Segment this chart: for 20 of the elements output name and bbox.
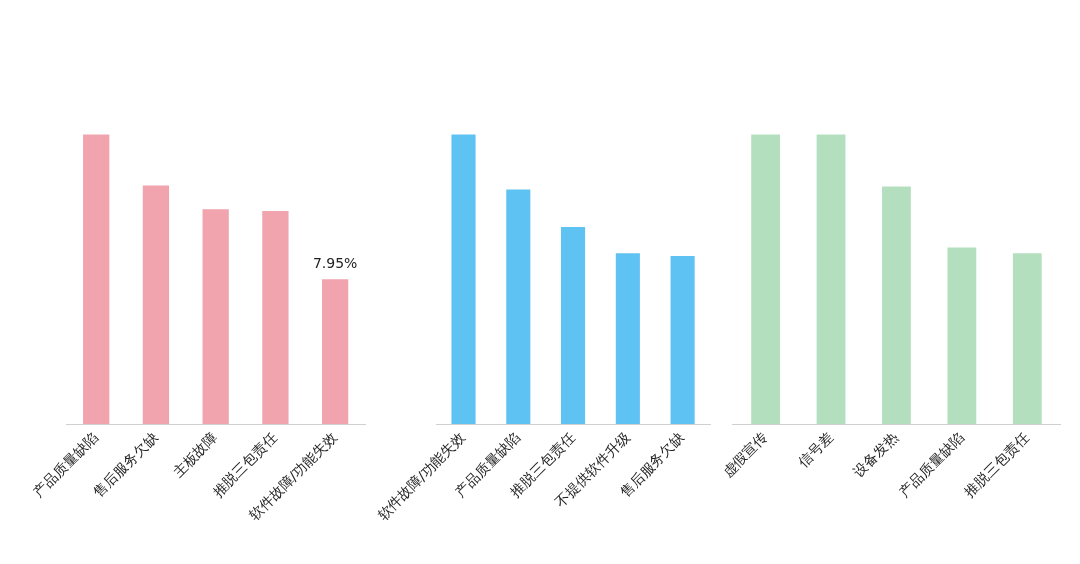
bar [670, 256, 695, 424]
x-tick-label: 设备发热 [850, 429, 902, 481]
bar [615, 253, 640, 424]
bar [83, 134, 110, 424]
bar [947, 247, 977, 424]
x-tick-label: 信号差 [794, 429, 836, 471]
x-tick-label: 主板故障 [169, 429, 221, 481]
bar [506, 189, 531, 424]
bar [451, 134, 476, 424]
data-label: 7.95% [312, 254, 358, 271]
bar [751, 134, 780, 424]
bar [882, 186, 911, 424]
bar [262, 210, 289, 424]
bar [1012, 253, 1042, 424]
bar [142, 185, 170, 424]
bar [561, 227, 586, 424]
bar [816, 134, 846, 424]
x-tick-label: 虚假宣传 [719, 429, 771, 481]
bar [202, 209, 229, 424]
bar [321, 279, 349, 424]
